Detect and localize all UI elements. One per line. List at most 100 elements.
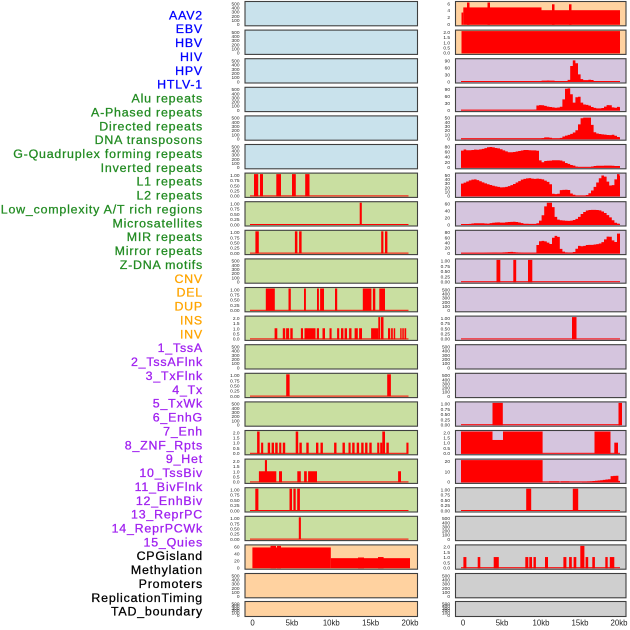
svg-text:1.0: 1.0 (233, 441, 240, 447)
svg-text:0.5: 0.5 (233, 446, 240, 452)
svg-text:0: 0 (447, 194, 450, 200)
svg-text:100: 100 (442, 590, 450, 596)
svg-text:DNA transposons: DNA transposons (95, 133, 203, 147)
svg-text:0.75: 0.75 (441, 493, 451, 499)
svg-text:2.0: 2.0 (233, 459, 240, 465)
svg-text:0.50: 0.50 (230, 183, 240, 189)
svg-text:0.75: 0.75 (230, 207, 240, 213)
svg-text:40: 40 (445, 177, 451, 183)
svg-text:Promoters: Promoters (139, 577, 203, 591)
svg-text:100: 100 (231, 418, 239, 424)
svg-text:G-Quadruplex forming repeats: G-Quadruplex forming repeats (13, 147, 203, 161)
svg-text:0.00: 0.00 (230, 194, 240, 200)
svg-text:60: 60 (445, 65, 451, 71)
svg-text:400: 400 (442, 520, 450, 526)
svg-text:300: 300 (231, 67, 239, 73)
svg-text:2: 2 (447, 15, 450, 21)
svg-text:90: 90 (445, 59, 451, 65)
svg-text:0: 0 (237, 79, 240, 85)
svg-text:0: 0 (237, 108, 240, 114)
svg-text:0: 0 (447, 365, 450, 371)
svg-text:INV: INV (180, 327, 203, 341)
svg-text:200: 200 (442, 386, 450, 392)
svg-text:40: 40 (445, 241, 451, 247)
svg-text:11_BivFlnk: 11_BivFlnk (135, 480, 203, 494)
svg-text:200: 200 (231, 42, 239, 48)
svg-text:300: 300 (231, 582, 239, 588)
svg-text:100: 100 (231, 104, 239, 110)
svg-text:0.0: 0.0 (233, 451, 240, 457)
svg-text:0.75: 0.75 (230, 293, 240, 299)
svg-text:3_TxFlnk: 3_TxFlnk (146, 369, 203, 383)
svg-text:1.5: 1.5 (443, 436, 450, 442)
svg-text:INS: INS (180, 313, 203, 327)
svg-text:0.00: 0.00 (230, 508, 240, 514)
svg-text:400: 400 (442, 604, 450, 610)
svg-text:50: 50 (445, 173, 451, 179)
svg-text:0: 0 (447, 251, 450, 257)
svg-text:1.0: 1.0 (443, 40, 450, 46)
svg-text:1.00: 1.00 (441, 259, 451, 265)
svg-text:300: 300 (442, 582, 450, 588)
svg-text:0.5: 0.5 (443, 560, 450, 566)
svg-text:400: 400 (231, 578, 239, 584)
svg-text:0.00: 0.00 (230, 537, 240, 543)
svg-text:300: 300 (231, 606, 239, 612)
svg-text:TAD_boundary: TAD_boundary (111, 605, 203, 619)
svg-text:L1 repeats: L1 repeats (136, 175, 203, 189)
svg-text:400: 400 (231, 120, 239, 126)
svg-text:1.5: 1.5 (233, 321, 240, 327)
svg-text:0: 0 (447, 480, 450, 486)
svg-text:200: 200 (442, 300, 450, 306)
svg-text:20kb: 20kb (402, 619, 420, 628)
svg-text:0.25: 0.25 (230, 389, 240, 395)
svg-text:100: 100 (442, 390, 450, 396)
svg-text:0.75: 0.75 (230, 493, 240, 499)
svg-text:60: 60 (445, 150, 451, 156)
svg-text:400: 400 (231, 406, 239, 412)
svg-text:0.5: 0.5 (233, 332, 240, 338)
svg-text:200: 200 (442, 529, 450, 535)
svg-text:1.00: 1.00 (441, 488, 451, 494)
svg-text:5kb: 5kb (496, 619, 509, 628)
svg-text:500: 500 (442, 601, 450, 607)
svg-text:1.00: 1.00 (230, 287, 240, 293)
svg-text:0: 0 (237, 22, 240, 28)
svg-text:30: 30 (445, 72, 451, 78)
svg-text:100: 100 (442, 533, 450, 539)
svg-text:300: 300 (231, 267, 239, 273)
svg-text:0.50: 0.50 (441, 498, 451, 504)
svg-text:400: 400 (231, 349, 239, 355)
svg-text:HIV: HIV (180, 50, 203, 64)
svg-text:500: 500 (442, 516, 450, 522)
svg-text:0.25: 0.25 (230, 532, 240, 538)
svg-text:0.0: 0.0 (443, 51, 450, 57)
svg-text:0: 0 (447, 22, 450, 28)
svg-text:500: 500 (231, 1, 239, 7)
svg-text:0.0: 0.0 (443, 451, 450, 457)
svg-text:100: 100 (231, 132, 239, 138)
svg-text:5_TxWk: 5_TxWk (153, 397, 203, 411)
svg-text:200: 200 (231, 271, 239, 277)
svg-text:400: 400 (231, 34, 239, 40)
svg-text:0: 0 (237, 365, 240, 371)
svg-text:0: 0 (237, 280, 240, 286)
svg-text:0.00: 0.00 (441, 423, 451, 429)
svg-text:90: 90 (445, 87, 451, 93)
svg-text:10: 10 (445, 190, 451, 196)
svg-text:0: 0 (447, 222, 450, 228)
svg-text:100: 100 (231, 75, 239, 81)
svg-text:100: 100 (231, 47, 239, 53)
svg-text:0.0: 0.0 (233, 480, 240, 486)
svg-text:0.50: 0.50 (230, 498, 240, 504)
svg-text:200: 200 (231, 157, 239, 163)
svg-text:0.00: 0.00 (230, 394, 240, 400)
svg-text:500: 500 (231, 116, 239, 122)
svg-text:HPV: HPV (175, 64, 203, 78)
svg-text:EBV: EBV (176, 22, 203, 36)
svg-text:400: 400 (442, 292, 450, 298)
svg-text:200: 200 (231, 14, 239, 20)
svg-text:1.0: 1.0 (443, 555, 450, 561)
svg-text:200: 200 (231, 608, 239, 614)
svg-text:300: 300 (231, 124, 239, 130)
